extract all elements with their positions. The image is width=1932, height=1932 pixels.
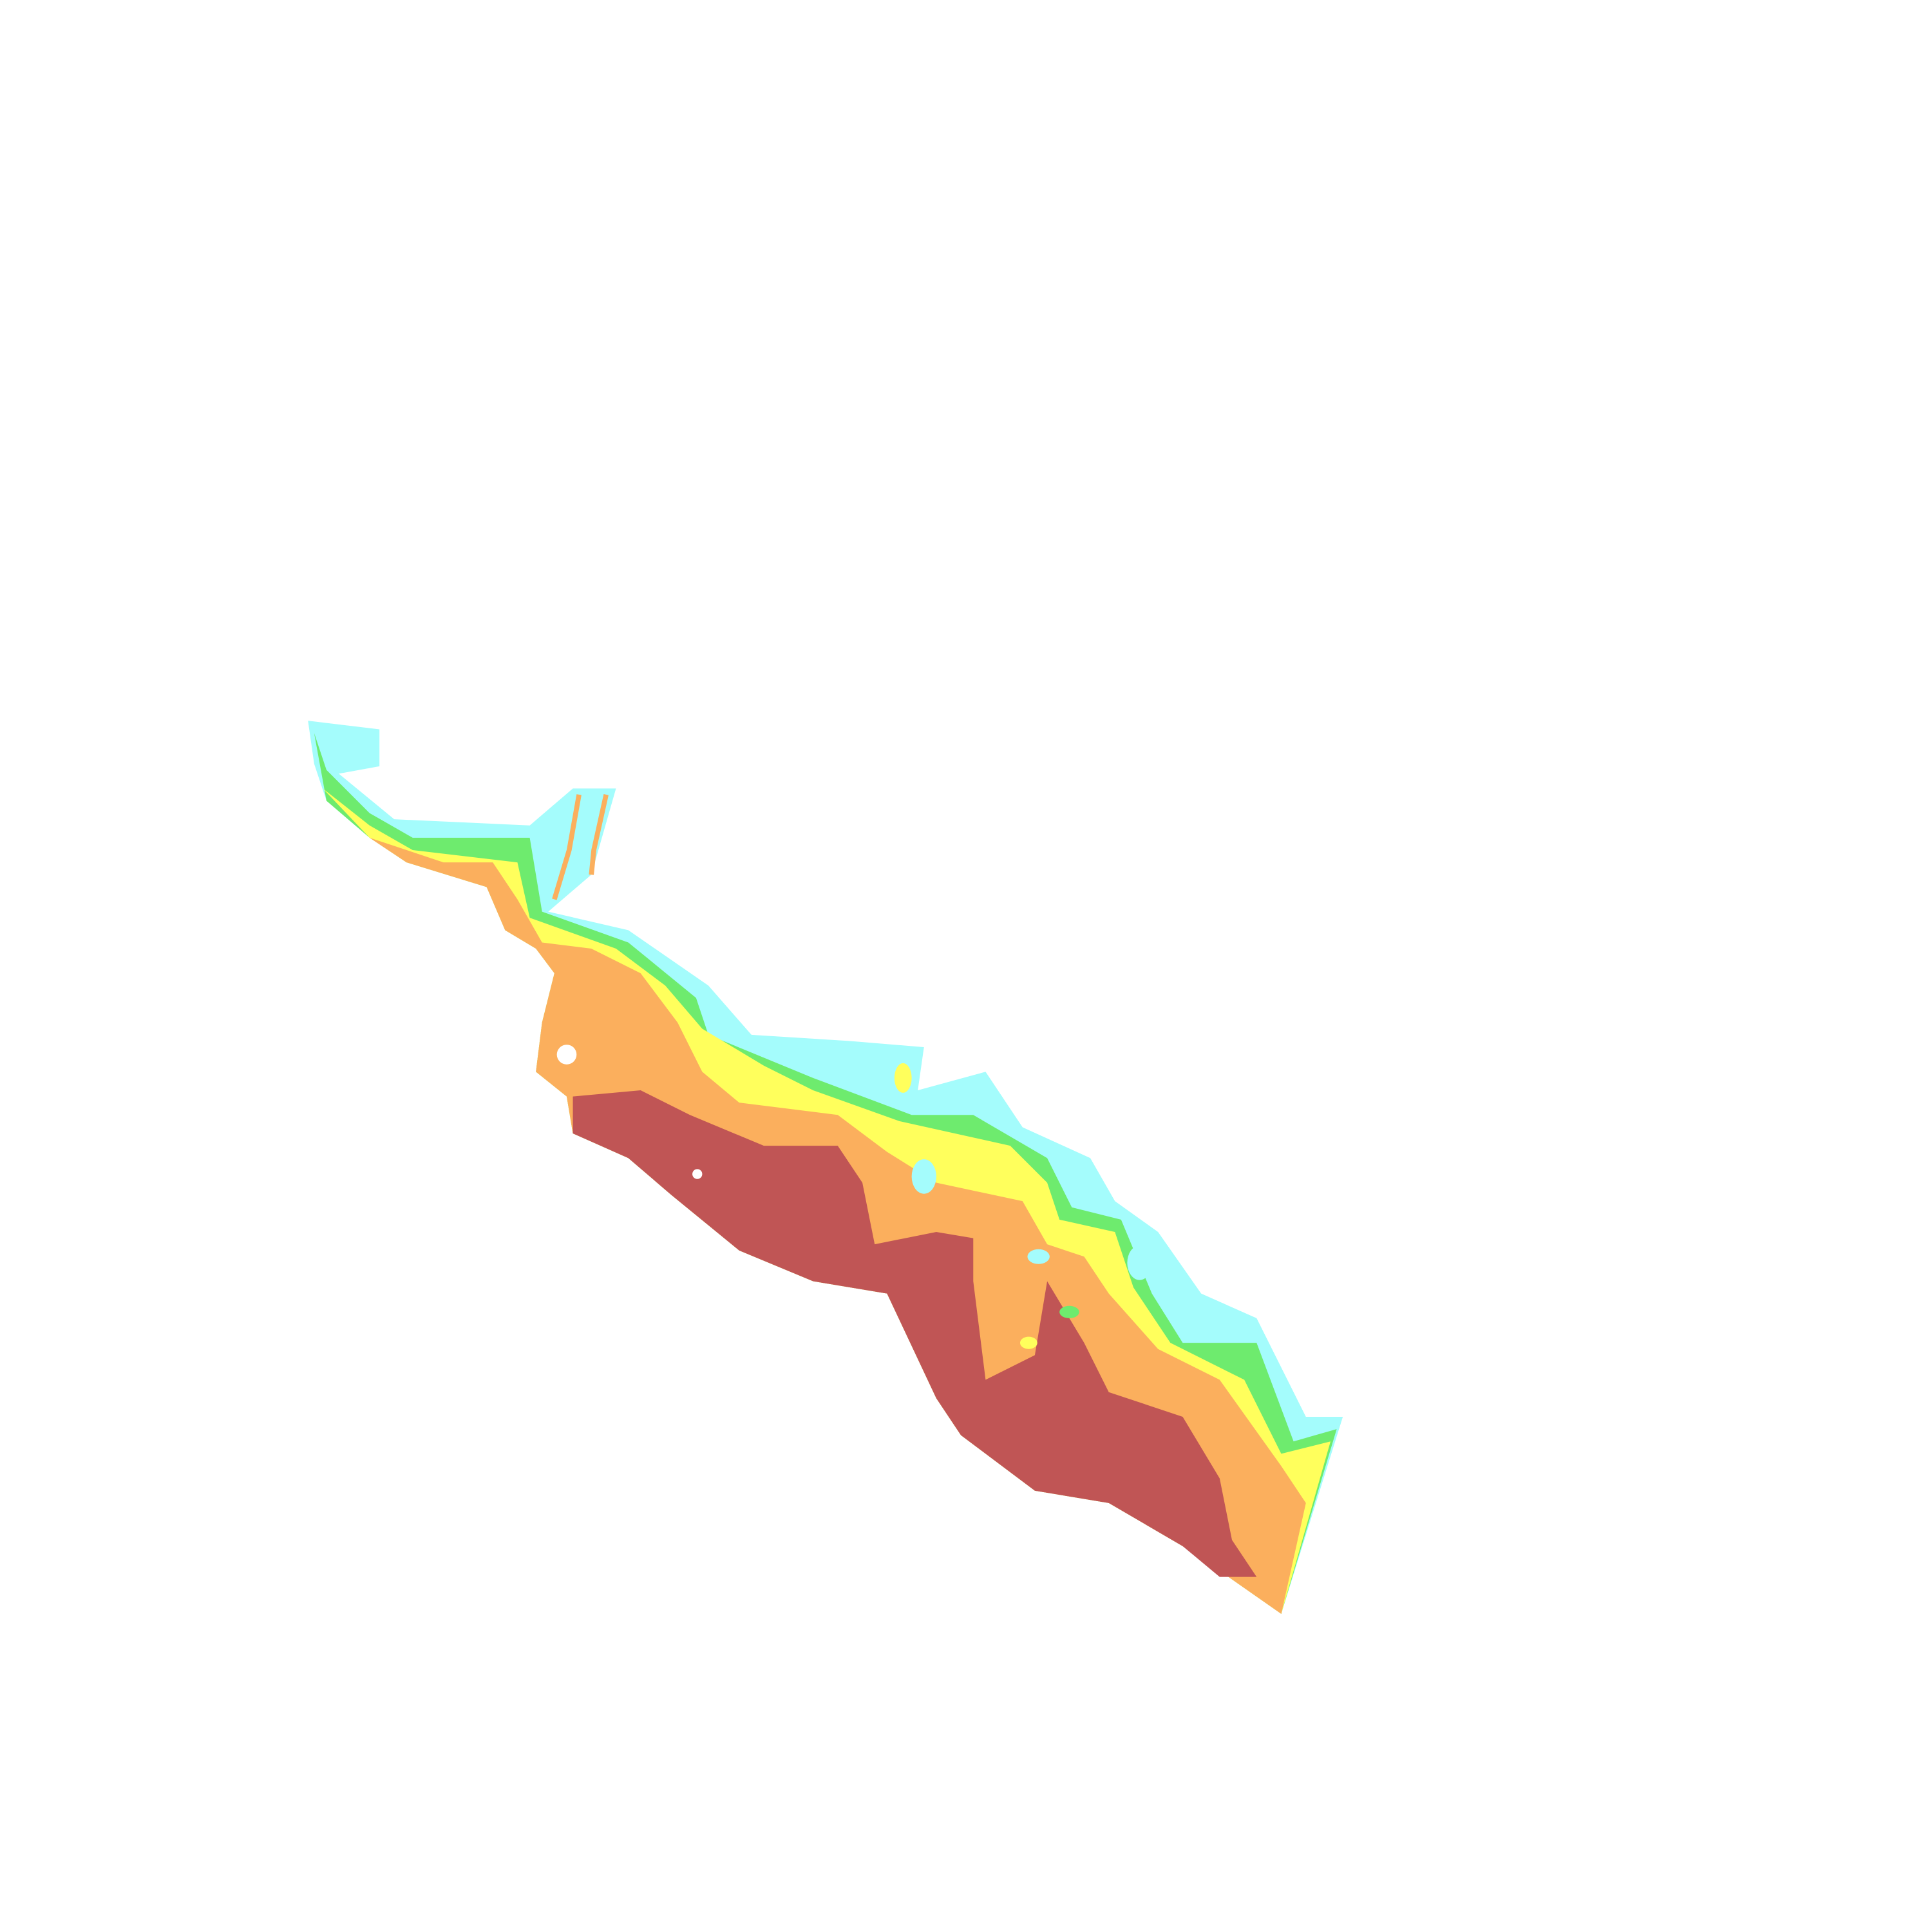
hole [556, 1045, 577, 1065]
hole [692, 1169, 703, 1179]
zone-3-pocket [894, 1063, 912, 1093]
zone-2-pocket [1059, 1305, 1079, 1318]
zone-1-pocket [1027, 1249, 1050, 1264]
zone-5-area [573, 1090, 1257, 1577]
zone-1-pocket [911, 1159, 936, 1194]
channel [589, 794, 609, 875]
zone-1-pocket [1127, 1245, 1152, 1280]
channel [552, 794, 582, 900]
zone-3-pocket [1019, 1336, 1037, 1349]
